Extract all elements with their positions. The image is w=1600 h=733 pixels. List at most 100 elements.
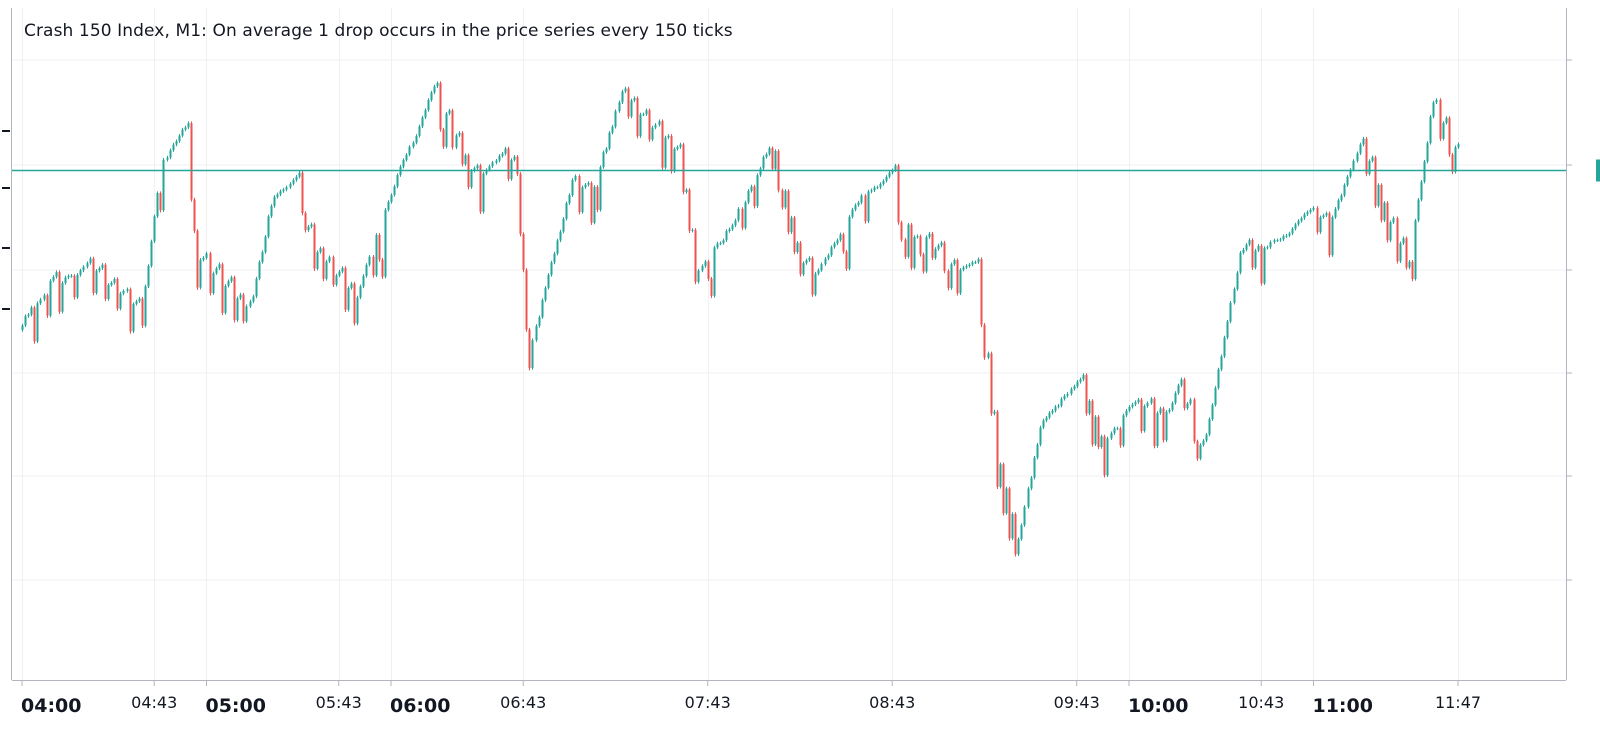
candle	[1266, 245, 1269, 250]
candle-body	[144, 286, 147, 326]
candle-body	[279, 191, 282, 195]
candle	[1276, 238, 1279, 243]
candle-body	[1208, 419, 1211, 435]
candle-body	[52, 276, 55, 281]
candle	[239, 292, 242, 301]
candle-body	[67, 276, 70, 278]
candle-body	[1325, 213, 1328, 216]
candle-body	[670, 135, 673, 172]
candle	[627, 86, 630, 119]
candle	[1457, 142, 1460, 149]
candle-body	[147, 265, 150, 287]
candle	[73, 274, 76, 300]
candle-body	[519, 173, 522, 235]
x-tick-label: 05:00	[205, 695, 265, 717]
candle	[1233, 287, 1236, 305]
candle	[1091, 399, 1094, 447]
candle-body	[608, 132, 611, 149]
candle	[1082, 373, 1085, 382]
candle-body	[661, 121, 664, 168]
candle	[900, 220, 903, 242]
candle	[110, 281, 113, 287]
candle	[1371, 155, 1374, 163]
candle-body	[947, 270, 950, 289]
candle	[654, 123, 657, 130]
candle-body	[476, 165, 479, 169]
candle	[156, 191, 159, 219]
candle-body	[1159, 408, 1162, 414]
candle	[928, 231, 931, 239]
candle-body	[70, 275, 73, 277]
candle-body	[965, 265, 968, 268]
x-tick-label: 11:00	[1312, 695, 1372, 717]
candle	[811, 256, 814, 297]
candle	[771, 146, 774, 172]
candle	[611, 125, 614, 135]
candle	[427, 98, 430, 112]
candle-body	[1331, 217, 1334, 256]
candle-body	[571, 179, 574, 195]
candle	[799, 240, 802, 277]
candle-body	[633, 98, 636, 101]
candle-body	[1343, 185, 1346, 196]
candle	[522, 232, 525, 273]
candle	[461, 131, 464, 167]
candle	[1165, 410, 1168, 442]
candle-body	[664, 137, 667, 168]
candle	[1303, 212, 1306, 220]
candle	[553, 251, 556, 265]
candle	[227, 279, 230, 288]
candle-body	[162, 159, 165, 211]
candle-body	[1451, 154, 1454, 172]
candle-body	[913, 236, 916, 268]
candle-body	[408, 146, 411, 155]
candle	[258, 260, 261, 281]
candle	[1079, 377, 1082, 384]
candle-body	[544, 287, 547, 301]
candle-body	[458, 132, 461, 136]
candle-body	[464, 155, 467, 165]
candle	[129, 287, 132, 334]
candle	[1048, 411, 1051, 420]
candle-body	[116, 278, 119, 309]
candle	[1119, 426, 1122, 448]
candle	[264, 234, 267, 254]
candle-body	[199, 259, 202, 288]
candle	[393, 184, 396, 197]
candle-body	[442, 129, 445, 147]
candle-body	[270, 205, 273, 217]
candle-body	[61, 283, 64, 312]
candle-body	[390, 194, 393, 202]
candle-body	[1282, 236, 1285, 240]
candle-body	[1263, 247, 1266, 284]
candle-body	[178, 135, 181, 142]
candle	[1229, 301, 1232, 324]
candle-body	[627, 88, 630, 117]
candle	[255, 276, 258, 299]
candle-body	[1193, 399, 1196, 442]
candle-body	[1442, 122, 1445, 139]
candle	[335, 273, 338, 287]
candle-body	[725, 231, 728, 241]
candle-body	[153, 216, 156, 242]
candle-body	[971, 262, 974, 265]
candle	[368, 254, 371, 267]
candle	[304, 211, 307, 233]
candle-body	[1417, 199, 1420, 221]
candle-body	[968, 264, 971, 266]
candle-body	[375, 234, 378, 276]
candle-body	[495, 160, 498, 163]
candle-body	[461, 132, 464, 165]
candle	[538, 315, 541, 328]
candle-body	[1377, 184, 1380, 206]
candle-body	[781, 190, 784, 208]
candle	[1454, 145, 1457, 174]
candle-body	[667, 135, 670, 138]
candle	[387, 200, 390, 212]
candle-body	[289, 183, 292, 188]
candle	[495, 158, 498, 165]
candle-body	[1233, 289, 1236, 303]
candle	[166, 155, 169, 162]
candle	[1365, 136, 1368, 177]
candle-body	[977, 259, 980, 263]
